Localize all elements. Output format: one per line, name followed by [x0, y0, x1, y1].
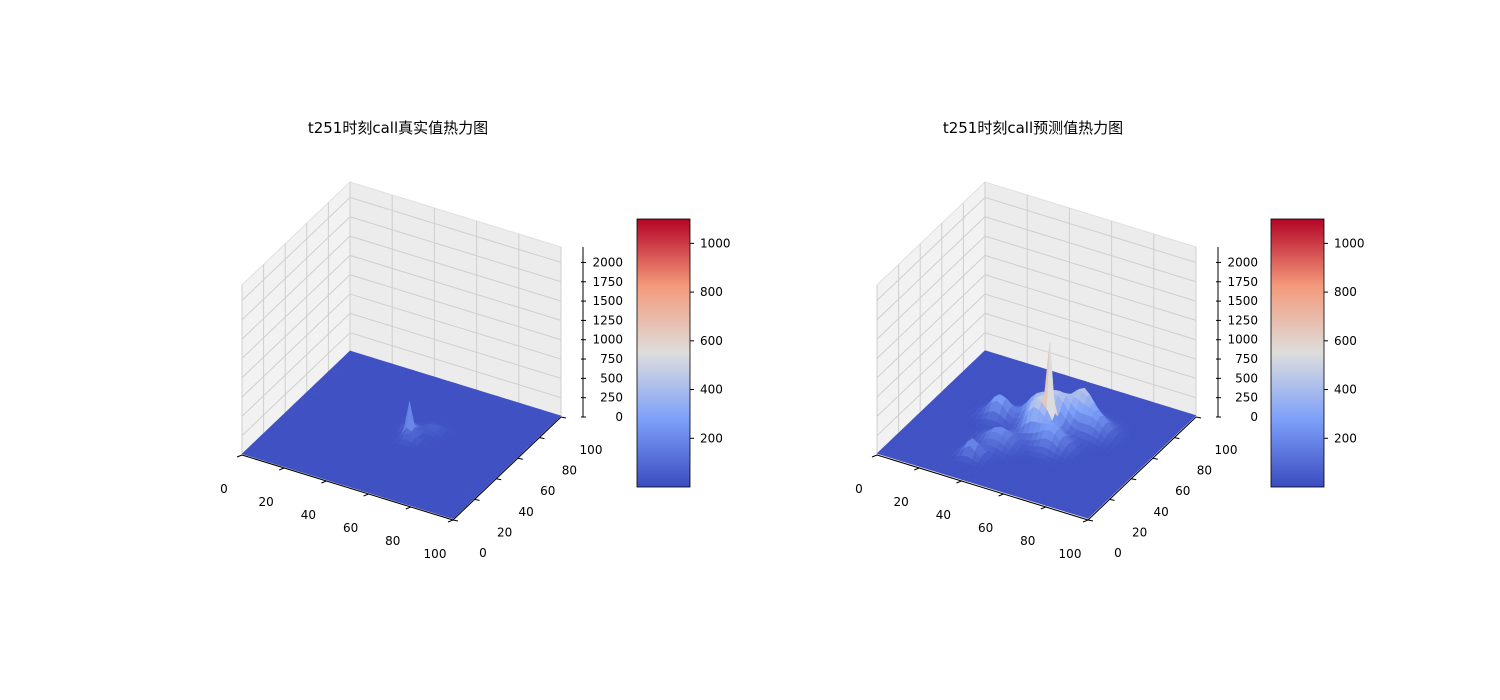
x-tick-label: 100 — [1059, 547, 1082, 561]
y-tick-label: 60 — [540, 484, 555, 498]
x-tick-label: 20 — [259, 495, 274, 509]
z-tick-label: 0 — [1250, 410, 1258, 424]
y-tick-label: 100 — [1215, 443, 1238, 457]
z-tick-label: 1000 — [1227, 333, 1258, 347]
z-tick-label: 1750 — [1227, 275, 1258, 289]
colorbar-tick-label: 400 — [700, 383, 723, 397]
y-tick-mark — [1131, 478, 1137, 481]
y-tick-label: 0 — [479, 546, 487, 560]
x-tick-label: 60 — [978, 521, 993, 535]
z-tick-label: 500 — [1235, 371, 1258, 385]
x-tick-label: 60 — [343, 521, 358, 535]
colorbar: 200 400 600 800 1000 — [1270, 218, 1365, 488]
x-tick-mark — [956, 480, 962, 484]
y-tick-mark — [1174, 437, 1180, 440]
x-axis-line — [876, 454, 1089, 521]
y-tick-mark — [1109, 498, 1115, 501]
x-tick-label: 40 — [301, 508, 316, 522]
colorbar-gradient — [636, 218, 691, 488]
z-tick-label: 0 — [615, 410, 623, 424]
z-tick-label: 2000 — [1227, 255, 1258, 269]
z-tick-label: 1250 — [1227, 313, 1258, 327]
colorbar-tick-label: 600 — [1334, 334, 1357, 348]
x-tick-mark — [236, 454, 243, 458]
y-tick-label: 60 — [1175, 484, 1190, 498]
z-tick-label: 250 — [600, 391, 623, 405]
x-tick-mark — [1082, 519, 1089, 523]
x-tick-mark — [405, 506, 411, 510]
y-tick-label: 80 — [562, 464, 577, 478]
z-tick-label: 250 — [1235, 391, 1258, 405]
x-tick-mark — [447, 519, 454, 523]
surface-patch — [1082, 514, 1092, 519]
colorbar-tick-label: 400 — [1334, 383, 1357, 397]
y-tick-label: 20 — [1132, 525, 1147, 539]
x-tick-label: 0 — [855, 482, 863, 496]
x-tick-label: 40 — [936, 508, 951, 522]
z-tick-label: 1500 — [592, 294, 623, 308]
x-tick-mark — [998, 493, 1004, 497]
y-tick-mark — [474, 498, 480, 501]
x-tick-label: 20 — [894, 495, 909, 509]
colorbar-tick-label: 1000 — [700, 236, 731, 250]
z-tick-label: 750 — [600, 352, 623, 366]
y-tick-mark — [1087, 519, 1094, 522]
y-axis-line — [452, 416, 562, 521]
z-tick-label: 500 — [600, 371, 623, 385]
y-tick-mark — [560, 416, 567, 419]
chart-title: t251时刻call预测值热力图 — [943, 119, 1123, 137]
x-tick-label: 80 — [385, 534, 400, 548]
z-tick-label: 1750 — [592, 275, 623, 289]
z-tick-label: 2000 — [592, 255, 623, 269]
y-tick-label: 20 — [497, 525, 512, 539]
x-tick-label: 100 — [424, 547, 447, 561]
x-tick-mark — [363, 493, 369, 497]
x-axis-line — [241, 454, 454, 521]
x-tick-label: 0 — [220, 482, 228, 496]
colorbar-tick-label: 800 — [1334, 285, 1357, 299]
colorbar-tick-label: 600 — [700, 334, 723, 348]
colorbar-tick-label: 800 — [700, 285, 723, 299]
colorbar-tick-label: 200 — [700, 431, 723, 445]
colorbar: 200 400 600 800 1000 — [636, 218, 731, 488]
y-tick-mark — [1152, 457, 1158, 460]
z-tick-label: 750 — [1235, 352, 1258, 366]
y-tick-mark — [452, 519, 459, 522]
y-axis-line — [1087, 416, 1197, 521]
z-tick-label: 1250 — [592, 313, 623, 327]
x-tick-mark — [321, 480, 327, 484]
x-tick-mark — [279, 467, 285, 471]
y-tick-mark — [496, 478, 502, 481]
surface — [241, 350, 562, 520]
x-tick-mark — [871, 454, 878, 458]
x-tick-mark — [914, 467, 920, 471]
x-tick-mark — [1040, 506, 1046, 510]
colorbar-tick-label: 1000 — [1334, 236, 1365, 250]
z-tick-label: 1500 — [1227, 294, 1258, 308]
chart-title: t251时刻call真实值热力图 — [308, 119, 488, 137]
y-tick-label: 0 — [1114, 546, 1122, 560]
z-tick-label: 1000 — [592, 333, 623, 347]
x-tick-label: 80 — [1020, 534, 1035, 548]
y-tick-label: 100 — [580, 443, 603, 457]
surface-patch — [447, 514, 457, 520]
y-tick-mark — [517, 457, 523, 460]
y-tick-label: 40 — [1154, 505, 1169, 519]
colorbar-gradient — [1270, 218, 1325, 488]
y-tick-mark — [539, 437, 545, 440]
y-tick-label: 40 — [519, 505, 534, 519]
colorbar-tick-label: 200 — [1334, 431, 1357, 445]
y-tick-label: 80 — [1197, 464, 1212, 478]
y-tick-mark — [1195, 416, 1202, 419]
surface — [876, 342, 1197, 519]
